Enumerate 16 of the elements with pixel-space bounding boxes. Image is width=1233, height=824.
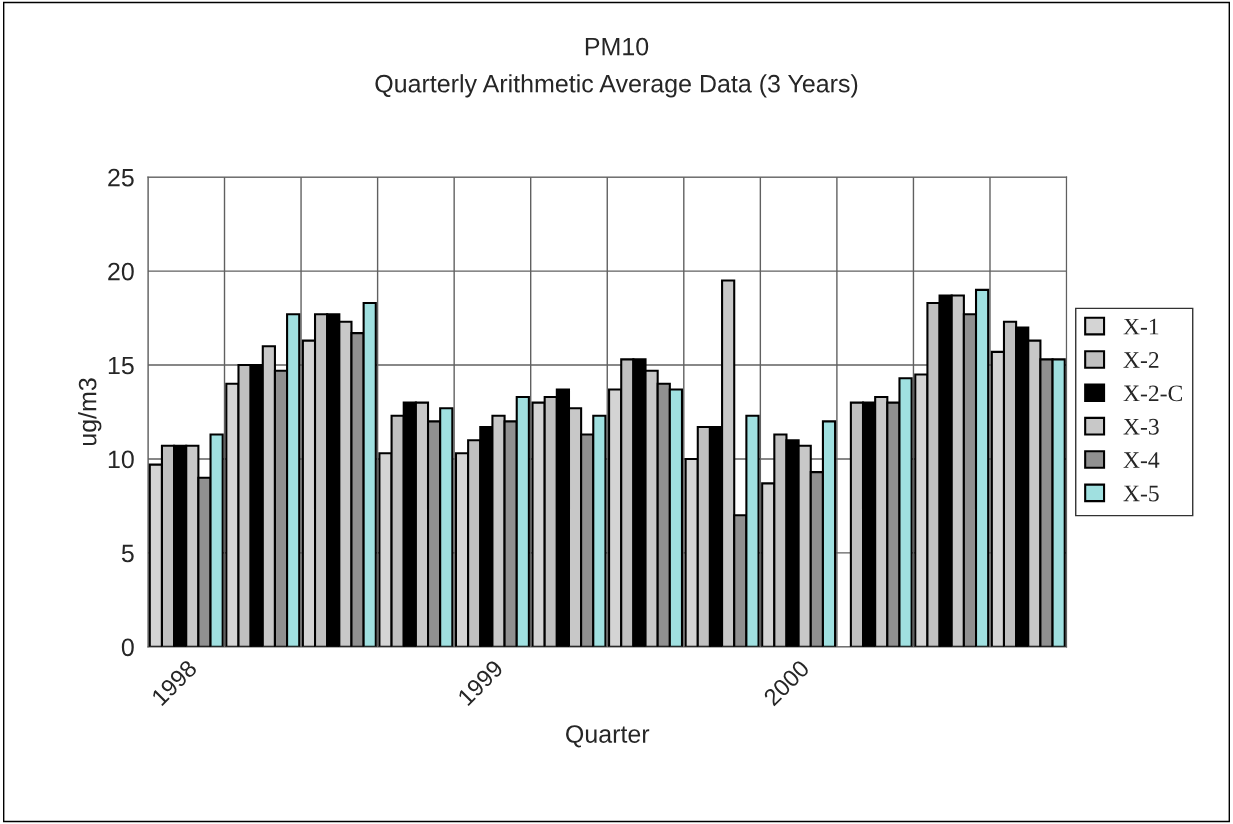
legend-label: X-2-C	[1123, 385, 1182, 402]
y-tick-label: 15	[108, 356, 134, 375]
y-tick-label: 20	[108, 262, 134, 281]
chart-subtitle: Quarterly Arithmetic Average Data (3 Years)	[375, 74, 858, 98]
legend-label: X-1	[1123, 318, 1159, 335]
legend-label: X-3	[1123, 418, 1159, 435]
y-tick-label: 25	[108, 168, 134, 187]
y-tick-label: 10	[108, 450, 134, 469]
legend-label: X-2	[1123, 352, 1159, 368]
x-axis-title: Quarter	[566, 725, 650, 748]
legend-label: X-5	[1123, 485, 1159, 502]
chart-title: PM10	[585, 37, 649, 56]
y-tick-label: 0	[121, 638, 134, 657]
legend-label: X-4	[1123, 452, 1160, 468]
y-tick-label: 5	[121, 544, 134, 563]
y-axis-title: ug/m3	[78, 378, 102, 446]
